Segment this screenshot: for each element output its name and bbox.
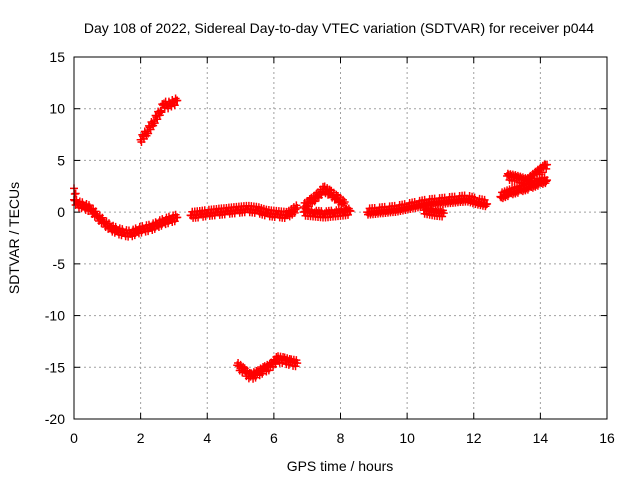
- data-segment: [70, 184, 80, 198]
- data-point: [111, 222, 120, 231]
- x-axis-label: GPS time / hours: [287, 458, 394, 474]
- y-axis-label: SDTVAR / TECUs: [6, 182, 22, 294]
- x-tick-label: 8: [337, 430, 345, 446]
- data-point: [291, 205, 300, 214]
- data-point: [150, 224, 159, 233]
- data-point: [543, 176, 552, 185]
- data-segment: [503, 160, 552, 188]
- data-point: [483, 199, 492, 208]
- data-point: [271, 360, 280, 369]
- data-point: [173, 213, 182, 222]
- y-tick-label: 10: [49, 101, 65, 117]
- data-segment: [363, 191, 492, 219]
- x-tick-label: 4: [203, 430, 211, 446]
- grid: [74, 57, 607, 419]
- data-point: [157, 108, 166, 117]
- data-point: [332, 190, 341, 199]
- axis-ticks: 0 2 4 6 8 10 12 14 16 -20 -15 -10 -5 0 5 10 15: [45, 49, 615, 446]
- data-point: [339, 199, 348, 208]
- data-point: [538, 168, 547, 177]
- data-point: [470, 193, 479, 202]
- y-tick-label: 5: [57, 152, 65, 168]
- data-point: [173, 96, 182, 105]
- data-point: [104, 219, 113, 228]
- x-tick-label: 12: [466, 430, 482, 446]
- data-point: [91, 207, 100, 216]
- data-segment: [299, 204, 355, 222]
- data-segment: [186, 201, 302, 222]
- data-point: [130, 231, 139, 240]
- data-point: [542, 177, 551, 186]
- x-tick-label: 14: [533, 430, 549, 446]
- data-point: [258, 369, 267, 378]
- data-point: [239, 362, 248, 371]
- data-point: [170, 101, 179, 110]
- data-point: [251, 373, 260, 382]
- data-point: [439, 209, 448, 218]
- data-point: [293, 359, 302, 368]
- x-tick-label: 10: [399, 430, 415, 446]
- data-segment: [233, 352, 302, 383]
- data-point: [293, 204, 302, 213]
- data-points: [70, 94, 552, 383]
- data-point: [542, 164, 551, 173]
- data-point: [530, 174, 539, 183]
- data-point: [84, 201, 93, 210]
- data-point: [543, 160, 552, 169]
- data-point: [98, 213, 107, 222]
- data-point: [264, 366, 273, 375]
- x-tick-label: 2: [137, 430, 145, 446]
- y-tick-label: -10: [45, 308, 65, 324]
- data-point: [157, 221, 166, 230]
- x-tick-label: 0: [70, 430, 78, 446]
- y-tick-label: -5: [53, 256, 66, 272]
- y-tick-label: 15: [49, 49, 65, 65]
- chart-title: Day 108 of 2022, Sidereal Day-to-day VTE…: [84, 20, 594, 36]
- data-point: [340, 198, 349, 207]
- x-tick-label: 16: [599, 430, 615, 446]
- y-tick-label: -15: [45, 359, 65, 375]
- data-segment: [136, 94, 182, 146]
- y-tick-label: -20: [45, 411, 65, 427]
- data-segment: [419, 203, 448, 221]
- data-point: [325, 185, 334, 194]
- data-point: [71, 189, 80, 198]
- data-segment: [70, 195, 182, 241]
- data-point: [156, 106, 165, 115]
- data-point: [346, 207, 355, 216]
- x-tick-label: 6: [270, 430, 278, 446]
- y-tick-label: 0: [57, 204, 65, 220]
